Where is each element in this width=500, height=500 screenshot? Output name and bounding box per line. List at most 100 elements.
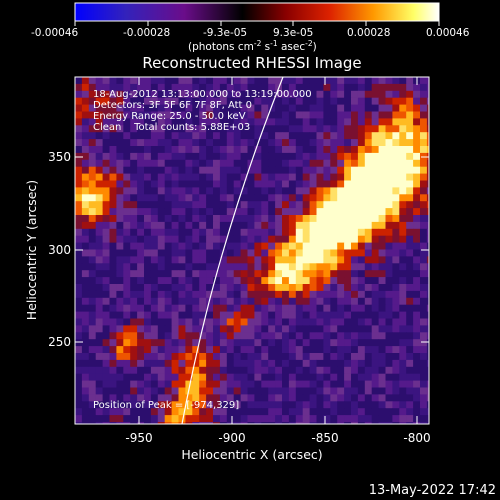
heatmap-pixel (185, 270, 193, 278)
heatmap-pixel (213, 104, 221, 112)
heatmap-pixel (144, 152, 152, 161)
heatmap-pixel (254, 187, 262, 195)
heatmap-pixel (219, 132, 228, 140)
heatmap-pixel (371, 194, 379, 202)
heatmap-pixel (226, 215, 235, 223)
heatmap-pixel (399, 366, 407, 375)
heatmap-pixel (109, 366, 117, 375)
heatmap-pixel (240, 228, 248, 237)
heatmap-pixel (240, 139, 248, 147)
heatmap-pixel (357, 366, 366, 375)
heatmap-pixel (378, 422, 386, 424)
heatmap-pixel (371, 277, 379, 285)
heatmap-pixel (219, 208, 228, 216)
heatmap-pixel (330, 366, 338, 375)
heatmap-pixel (337, 187, 345, 195)
heatmap-pixel (316, 97, 324, 105)
heatmap-pixel (75, 249, 83, 257)
heatmap-pixel (157, 173, 166, 181)
heatmap-pixel (282, 104, 290, 112)
heatmap-pixel (81, 346, 90, 354)
heatmap-pixel (344, 235, 352, 243)
heatmap-pixel (213, 221, 221, 230)
heatmap-pixel (261, 318, 269, 326)
heatmap-pixel (137, 159, 145, 168)
heatmap-pixel (399, 90, 407, 99)
heatmap-pixel (309, 304, 317, 312)
heatmap-pixel (130, 277, 138, 285)
heatmap-pixel (288, 228, 297, 237)
heatmap-pixel (233, 256, 241, 264)
heatmap-pixel (330, 270, 338, 278)
heatmap-pixel (123, 387, 131, 395)
heatmap-pixel (81, 401, 90, 409)
heatmap-pixel (316, 270, 324, 278)
heatmap-pixel (247, 139, 255, 147)
heatmap-pixel (102, 422, 110, 424)
heatmap-pixel (288, 215, 297, 223)
heatmap-pixel (109, 270, 117, 278)
heatmap-pixel (406, 346, 414, 354)
heatmap-pixel (344, 242, 352, 250)
heatmap-pixel (371, 111, 379, 119)
heatmap-pixel (206, 304, 214, 312)
heatmap-pixel (247, 146, 255, 154)
heatmap-pixel (233, 284, 241, 292)
heatmap-pixel (171, 380, 179, 388)
heatmap-pixel (254, 180, 262, 188)
heatmap-pixel (192, 387, 200, 395)
heatmap-pixel (378, 208, 386, 216)
heatmap-pixel (185, 311, 193, 319)
heatmap-pixel (392, 270, 400, 278)
heatmap-pixel (295, 394, 304, 402)
heatmap-pixel (351, 277, 359, 285)
heatmap-pixel (164, 90, 172, 99)
heatmap-pixel (226, 284, 235, 292)
heatmap-pixel (144, 166, 152, 174)
heatmap-pixel (344, 125, 352, 133)
heatmap-pixel (399, 290, 407, 299)
heatmap-pixel (233, 90, 241, 99)
heatmap-pixel (399, 208, 407, 216)
heatmap-pixel (295, 118, 304, 126)
heatmap-pixel (385, 311, 393, 319)
heatmap-pixel (116, 173, 124, 181)
heatmap-pixel (206, 387, 214, 395)
heatmap-pixel (192, 408, 200, 416)
heatmap-pixel (199, 187, 207, 195)
heatmap-pixel (185, 380, 193, 388)
heatmap-pixel (199, 152, 207, 161)
heatmap-pixel (268, 235, 276, 243)
heatmap-pixel (378, 152, 386, 161)
heatmap-pixel (171, 235, 179, 243)
heatmap-pixel (316, 290, 324, 299)
heatmap-pixel (247, 90, 255, 99)
heatmap-pixel (150, 132, 159, 140)
heatmap-pixel (109, 284, 117, 292)
heatmap-pixel (302, 180, 310, 188)
heatmap-pixel (102, 325, 110, 333)
heatmap-pixel (288, 373, 297, 381)
heatmap-pixel (426, 373, 429, 381)
heatmap-pixel (337, 173, 345, 181)
heatmap-pixel (288, 187, 297, 195)
heatmap-pixel (261, 166, 269, 174)
heatmap-pixel (81, 311, 90, 319)
heatmap-pixel (95, 166, 103, 174)
heatmap-pixel (295, 111, 304, 119)
heatmap-pixel (192, 380, 200, 388)
heatmap-pixel (309, 297, 317, 306)
heatmap-pixel (75, 159, 83, 168)
heatmap-pixel (130, 387, 138, 395)
heatmap-pixel (420, 373, 428, 381)
heatmap-pixel (164, 194, 172, 202)
heatmap-pixel (137, 139, 145, 147)
heatmap-pixel (295, 284, 304, 292)
heatmap-pixel (88, 284, 97, 292)
heatmap-pixel (295, 90, 304, 99)
heatmap-pixel (399, 139, 407, 147)
heatmap-pixel (385, 242, 393, 250)
heatmap-pixel (268, 125, 276, 133)
heatmap-pixel (309, 139, 317, 147)
heatmap-pixel (178, 277, 186, 285)
